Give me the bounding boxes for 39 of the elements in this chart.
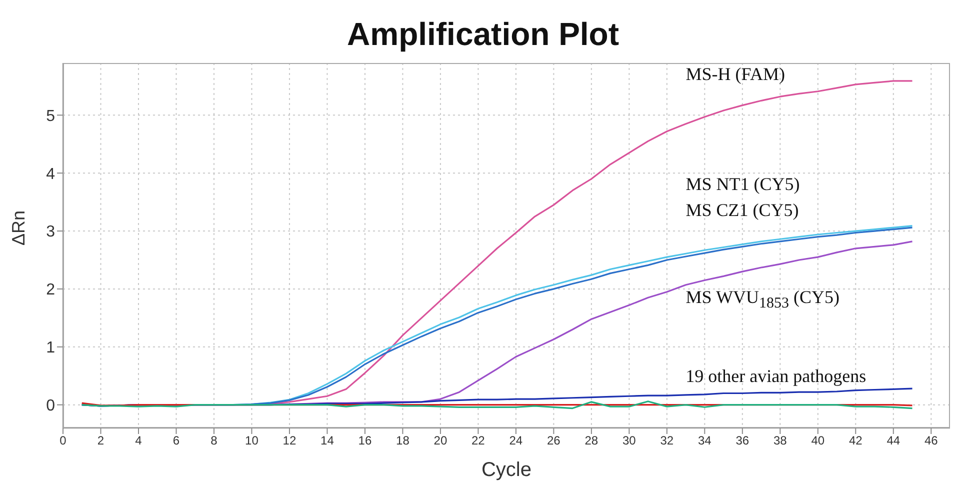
y-tick-label: 5	[46, 108, 56, 125]
x-tick-label: 26	[547, 434, 561, 448]
y-axis-title: ΔRn	[8, 210, 28, 246]
x-tick-label: 10	[245, 434, 259, 448]
x-tick-label: 16	[358, 434, 372, 448]
annotation: 19 other avian pathogens	[686, 366, 866, 387]
x-tick-label: 34	[698, 434, 712, 448]
series-label: MS WVU$_{1853}$ (CY5)	[686, 286, 840, 312]
x-tick-label: 40	[811, 434, 825, 448]
y-tick-label: 2	[46, 282, 56, 299]
x-tick-label: 0	[60, 434, 67, 448]
x-tick-label: 18	[396, 434, 410, 448]
y-tick-label: 0	[46, 398, 56, 415]
x-tick-label: 30	[622, 434, 636, 448]
line-series	[81, 400, 914, 410]
series-label: MS CZ1 (CY5)	[686, 200, 799, 220]
x-tick-label: 24	[509, 434, 523, 448]
x-tick-label: 4	[135, 434, 142, 448]
x-tick-label: 12	[282, 434, 296, 448]
chart-title: Amplification Plot	[346, 16, 620, 53]
x-tick-label: 44	[886, 434, 900, 448]
x-tick-label: 22	[472, 434, 486, 448]
x-tick-label: 14	[320, 434, 334, 448]
x-tick-label: 2	[97, 434, 104, 448]
text: MS NT1 (CY5)	[686, 174, 800, 195]
x-tick-label: 28	[584, 434, 598, 448]
x-tick-label: 8	[210, 434, 218, 448]
y-tick-label: 1	[46, 340, 56, 357]
x-tick-label: 32	[660, 434, 674, 448]
series-label: MS-H (FAM)	[686, 64, 785, 85]
y-tick-label: 3	[46, 224, 56, 241]
x-tick-label: 20	[434, 434, 448, 448]
x-tick-label: 6	[172, 434, 180, 448]
x-tick-label: 46	[924, 434, 938, 448]
x-tick-label: 38	[773, 434, 788, 448]
x-tick-label: 36	[736, 434, 750, 448]
x-axis-title: Cycle	[481, 459, 532, 481]
y-tick-label: 4	[46, 166, 56, 183]
x-tick-label: 42	[848, 434, 863, 448]
